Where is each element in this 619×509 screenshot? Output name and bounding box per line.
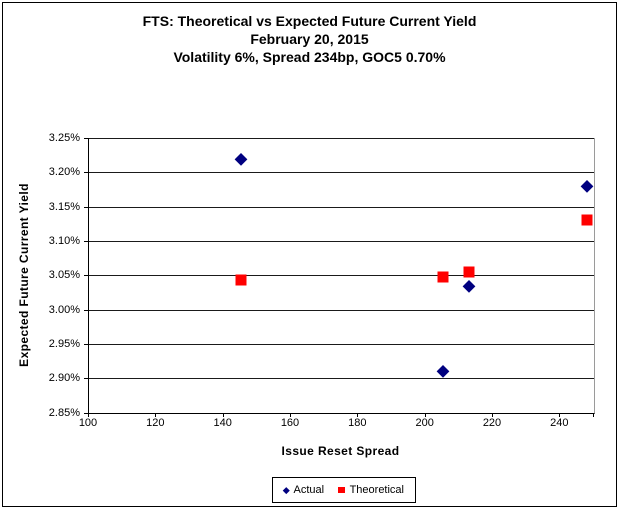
y-tick-label: 3.25% xyxy=(48,132,80,144)
y-axis-tickmark xyxy=(84,343,88,345)
x-axis-tickmark xyxy=(88,413,89,417)
x-axis-tickmark xyxy=(492,413,493,417)
y-axis-tickmark xyxy=(84,138,88,139)
x-tick-label: 100 xyxy=(78,417,98,429)
y-axis-tickmark xyxy=(84,378,88,380)
chart-subtitle-date: February 20, 2015 xyxy=(250,31,369,47)
y-axis-tickmark xyxy=(84,275,88,277)
legend-item-actual: Actual xyxy=(283,484,325,496)
y-tick-label: 3.20% xyxy=(48,166,80,179)
x-axis-tickmark xyxy=(290,413,291,417)
gridline xyxy=(89,343,594,345)
y-tick-label: 3.10% xyxy=(48,234,80,247)
legend-label-actual: Actual xyxy=(293,484,325,496)
x-tick-label: 220 xyxy=(482,417,502,429)
gridline xyxy=(89,309,594,311)
data-point-actual xyxy=(436,365,449,378)
x-tick-label: 160 xyxy=(280,417,300,429)
gridline xyxy=(89,378,594,380)
y-axis-tickmark xyxy=(84,309,88,311)
gridline xyxy=(89,275,594,277)
legend-item-theoretical: Theoretical xyxy=(338,484,404,496)
y-axis-tickmark xyxy=(84,172,88,174)
data-point-theoretical xyxy=(235,274,246,286)
x-axis-tickmark xyxy=(559,413,561,417)
x-axis-tickmark xyxy=(357,413,359,417)
chart-title: FTS: Theoretical vs Expected Future Curr… xyxy=(142,13,477,29)
y-tick-label: 3.05% xyxy=(48,269,80,282)
gridline xyxy=(89,206,594,208)
data-point-theoretical xyxy=(437,271,448,283)
data-point-actual xyxy=(234,152,247,165)
y-tick-label: 3.15% xyxy=(48,200,80,213)
y-tick-label: 2.90% xyxy=(48,372,80,385)
x-tick-label: 120 xyxy=(146,417,165,429)
legend-label-theoretical: Theoretical xyxy=(349,484,404,496)
x-tick-label: 180 xyxy=(348,417,367,429)
chart-title-block: FTS: Theoretical vs Expected Future Curr… xyxy=(0,12,619,66)
legend: Actual Theoretical xyxy=(272,477,416,503)
x-axis-title: Issue Reset Spread xyxy=(281,444,400,458)
y-tick-label: 2.85% xyxy=(48,406,80,419)
x-tick-label: 140 xyxy=(213,417,232,429)
gridline xyxy=(89,138,594,139)
y-axis-tickmark xyxy=(84,412,88,414)
actual-diamond-icon xyxy=(283,486,290,494)
plot-area xyxy=(88,138,595,414)
y-tick-label: 2.95% xyxy=(48,337,80,350)
chart-subtitle-params: Volatility 6%, Spread 234bp, GOC5 0.70% xyxy=(173,49,446,65)
y-tick-label: 3.00% xyxy=(48,303,80,316)
data-point-theoretical xyxy=(581,214,593,226)
x-axis-tickmark xyxy=(222,413,224,417)
gridline xyxy=(89,172,594,174)
x-axis-tickmark xyxy=(155,413,157,417)
x-tick-label: 200 xyxy=(415,417,434,429)
x-axis-tickmark xyxy=(424,413,426,417)
theoretical-square-icon xyxy=(338,486,345,494)
gridline xyxy=(89,240,594,242)
data-point-actual xyxy=(581,180,594,193)
x-axis-tickmark xyxy=(593,413,594,417)
x-tick-label: 240 xyxy=(550,417,569,429)
y-axis-tickmark xyxy=(84,240,88,242)
y-axis-tickmark xyxy=(84,206,88,208)
data-point-actual xyxy=(463,279,476,292)
data-point-theoretical xyxy=(463,266,475,278)
